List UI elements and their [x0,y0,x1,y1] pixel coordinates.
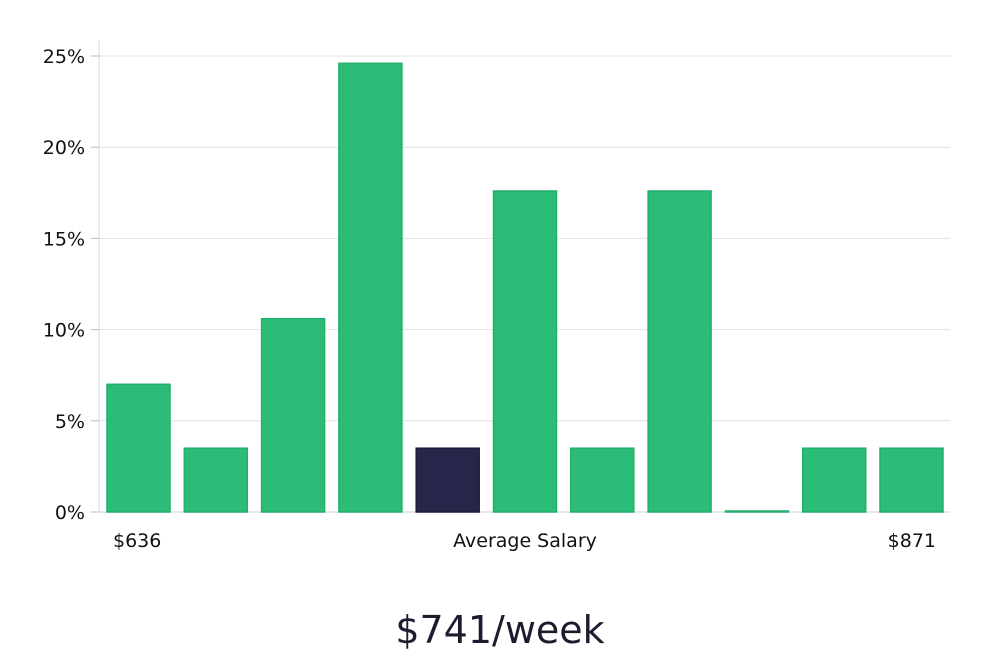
bar [106,383,171,513]
y-tick-label: 5% [55,411,85,433]
bar [492,190,558,513]
bar [724,510,790,513]
bar [338,62,403,513]
bar [647,190,712,513]
y-axis-ticks: 0% 5% 10% 15% 20% 25% [43,46,99,524]
bar [570,447,635,513]
salary-histogram: 0% 5% 10% 15% 20% 25% $636 Average Salary $87… [43,40,950,552]
x-label-max: $871 [888,530,936,552]
y-tick-label: 20% [43,137,85,159]
bar [801,447,867,513]
bar-highlighted [415,447,480,513]
average-salary-value: $741/week [395,608,605,652]
y-tick-label: 0% [55,502,85,524]
y-tick-label: 15% [43,228,85,250]
x-label-min: $636 [113,530,161,552]
y-tick-label: 25% [43,46,85,68]
x-axis-title: Average Salary [453,530,597,552]
bar [260,317,326,513]
bar [183,447,249,513]
bar [879,447,944,513]
bars [106,62,944,513]
y-tick-label: 10% [43,320,85,342]
